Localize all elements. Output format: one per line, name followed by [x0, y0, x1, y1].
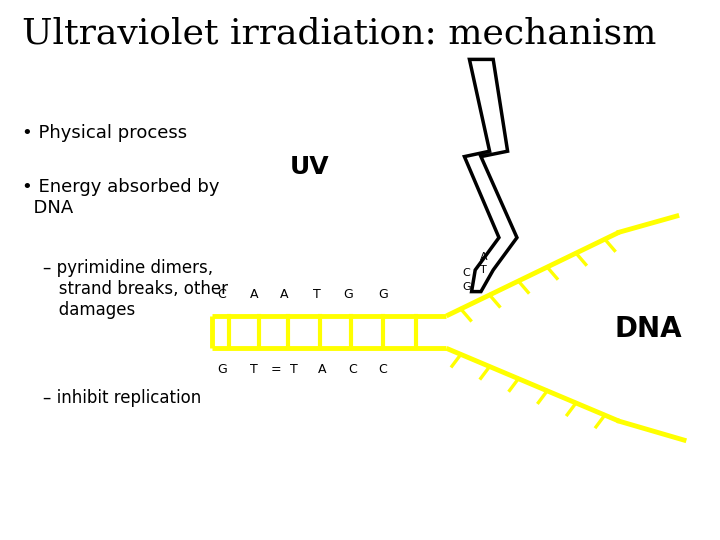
Text: A: A — [250, 288, 258, 301]
Polygon shape — [464, 59, 517, 292]
Text: UV: UV — [289, 156, 330, 179]
Text: C: C — [463, 268, 470, 278]
Text: C: C — [217, 288, 226, 301]
Text: • Physical process: • Physical process — [22, 124, 186, 142]
Text: T: T — [313, 288, 320, 301]
Text: A: A — [318, 363, 327, 376]
Text: A: A — [280, 288, 289, 301]
Text: C: C — [379, 363, 387, 376]
Text: G: G — [378, 288, 388, 301]
Text: A: A — [480, 252, 487, 262]
Text: DNA: DNA — [614, 315, 682, 343]
Text: – pyrimidine dimers,
   strand breaks, other
   damages: – pyrimidine dimers, strand breaks, othe… — [43, 259, 228, 319]
Text: T: T — [251, 363, 258, 376]
Text: G: G — [217, 363, 227, 376]
Text: T: T — [290, 363, 297, 376]
Text: G: G — [343, 288, 353, 301]
Text: Ultraviolet irradiation: mechanism: Ultraviolet irradiation: mechanism — [22, 16, 656, 50]
Text: • Energy absorbed by
  DNA: • Energy absorbed by DNA — [22, 178, 219, 217]
Text: – inhibit replication: – inhibit replication — [43, 389, 202, 407]
Text: G: G — [462, 281, 471, 292]
Text: T: T — [480, 265, 487, 275]
Text: C: C — [348, 363, 357, 376]
Text: =: = — [271, 363, 281, 376]
